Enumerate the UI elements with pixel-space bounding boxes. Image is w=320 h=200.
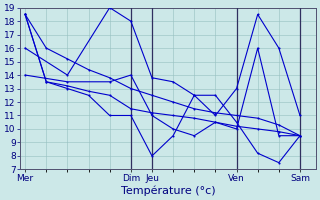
X-axis label: Température (°c): Température (°c) xyxy=(121,185,215,196)
